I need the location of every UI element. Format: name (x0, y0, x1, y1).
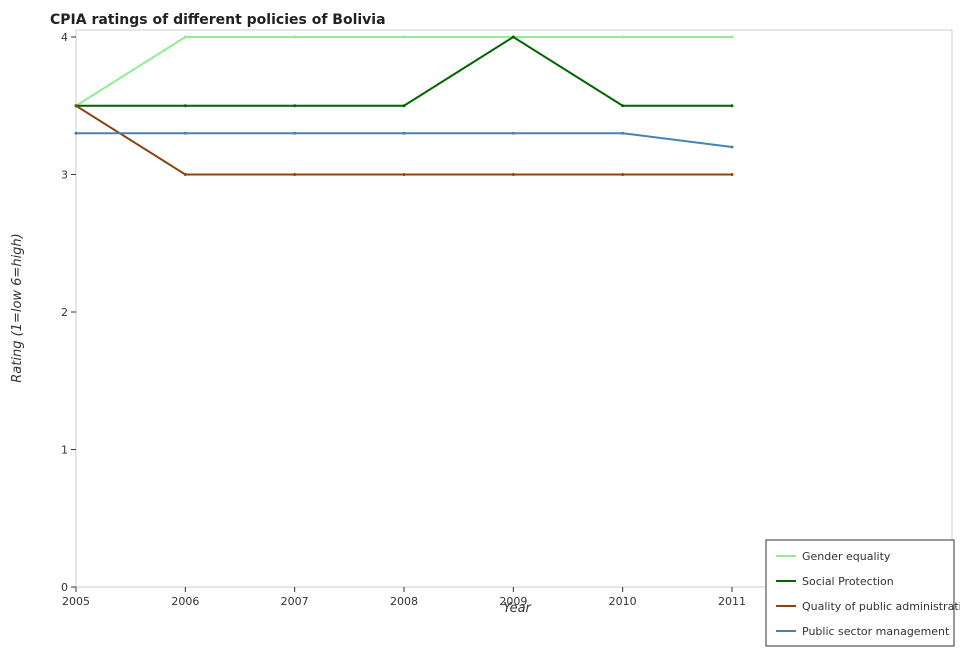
data-point (402, 104, 406, 108)
y-tick-label: 4 (61, 31, 68, 44)
plot-area (75, 29, 953, 588)
y-tick-label: 2 (61, 306, 68, 319)
legend-label: Quality of public administration (802, 600, 960, 613)
x-tick-label: 2008 (390, 595, 418, 608)
x-tick-label: 2011 (718, 595, 746, 608)
chart-title: CPIA ratings of different policies of Bo… (50, 12, 386, 28)
data-point (293, 104, 297, 108)
x-axis-title: Year (503, 601, 532, 616)
y-axis: 0 1 2 3 4 (61, 31, 76, 594)
series-layer (74, 35, 734, 176)
legend: Gender equality Social Protection Quality … (765, 539, 960, 647)
x-tick-label: 2006 (171, 595, 199, 608)
x-tick-label: 2005 (62, 595, 90, 608)
data-point (74, 131, 78, 135)
legend-label: Public sector management (802, 625, 950, 638)
data-point (402, 173, 406, 176)
x-tick-label: 2010 (609, 595, 637, 608)
data-point (293, 35, 297, 39)
data-point (621, 35, 625, 39)
data-point (183, 131, 187, 135)
series-line-social-protection (76, 35, 732, 107)
data-point (730, 35, 734, 39)
data-point (293, 173, 297, 176)
data-point (402, 35, 406, 39)
data-point (183, 35, 187, 39)
data-point (511, 131, 515, 135)
y-axis-title: Rating (1=low 6=high) (10, 233, 25, 382)
x-tick-label: 2007 (281, 595, 309, 608)
data-point (730, 173, 734, 176)
y-tick-label: 1 (61, 444, 68, 457)
series-line-gender-equality (75, 36, 732, 107)
data-point (621, 131, 625, 135)
data-point (730, 104, 734, 108)
data-point (511, 35, 515, 39)
y-tick-label: 3 (61, 169, 68, 182)
legend-label: Gender equality (802, 550, 891, 563)
series-line-quality-of-public-administration (75, 104, 732, 176)
data-point (183, 104, 187, 108)
x-axis: 2005 2006 2007 2008 2009 2010 2011 (62, 587, 746, 608)
data-point (511, 173, 515, 176)
y-tick-label: 0 (61, 581, 68, 594)
series-line-public-sector-management (76, 132, 733, 148)
data-point (621, 173, 625, 176)
data-point (74, 104, 78, 108)
data-point (293, 131, 297, 135)
legend-box (765, 539, 955, 647)
data-point (402, 131, 406, 135)
data-point (183, 173, 187, 176)
x-tick-label: 2009 (499, 595, 527, 608)
data-point (621, 104, 625, 108)
data-point (730, 145, 734, 149)
legend-label: Social Protection (802, 575, 894, 588)
